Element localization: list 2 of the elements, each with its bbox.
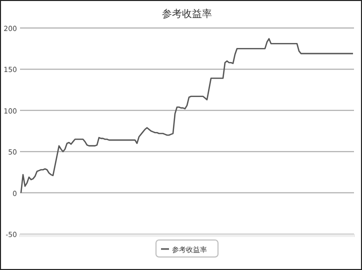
line-series (20, 38, 354, 194)
chart-title: 参考收益率 (162, 8, 212, 20)
